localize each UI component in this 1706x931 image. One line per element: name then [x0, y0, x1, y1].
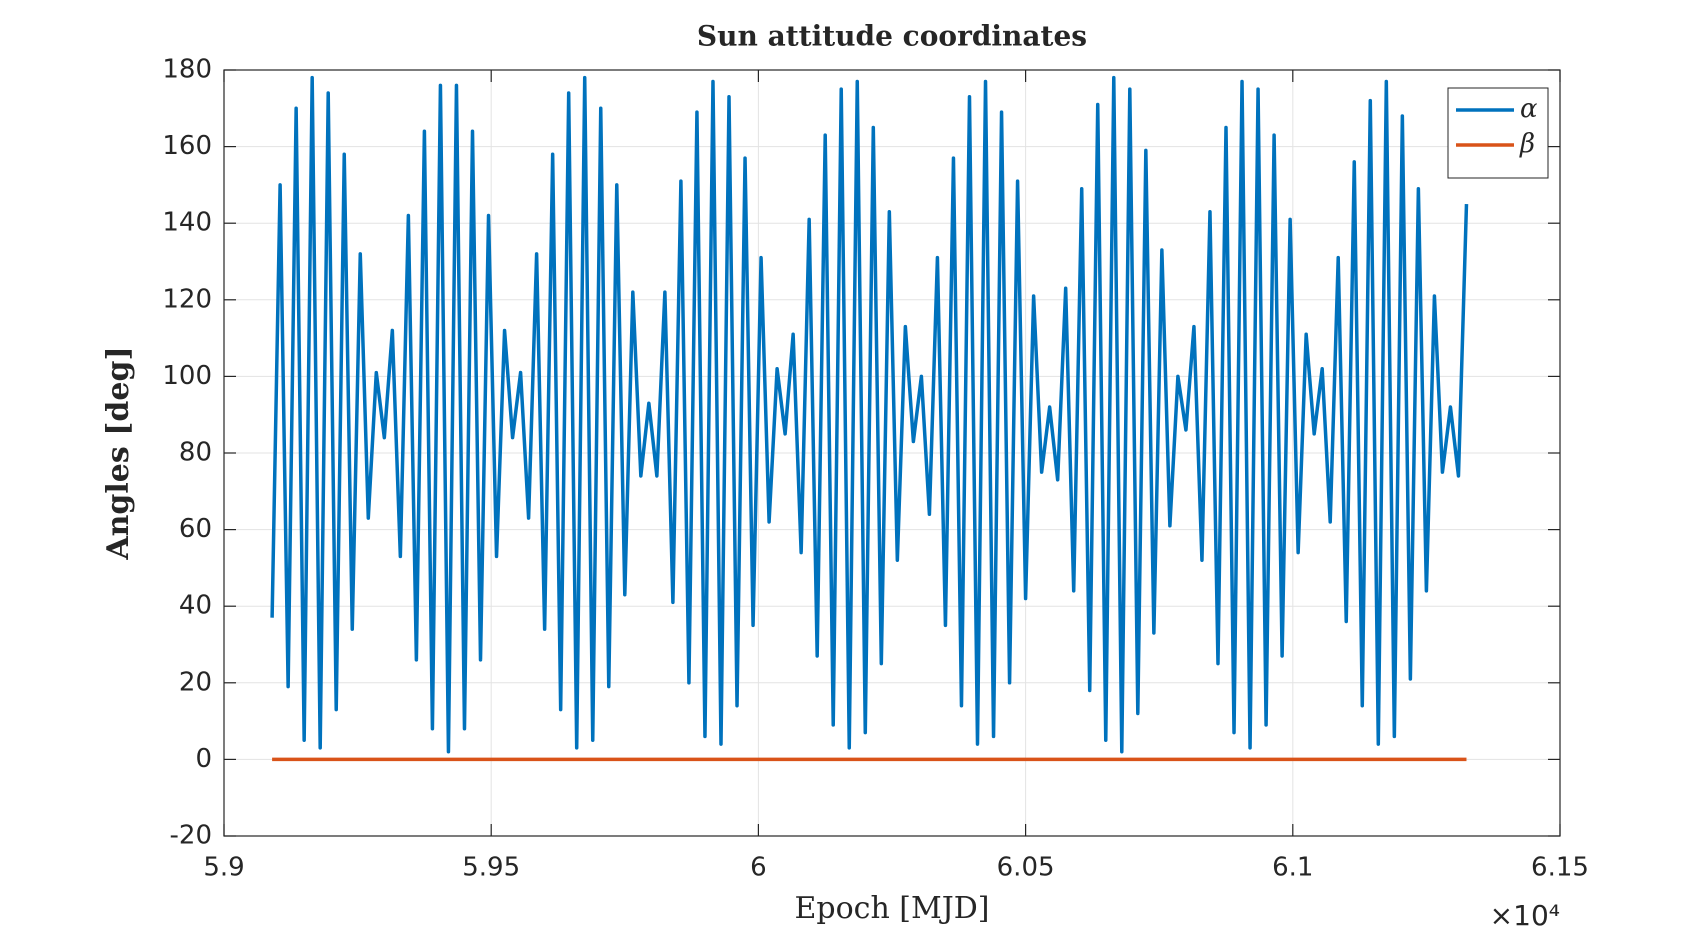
y-tick-label: 0 [195, 744, 212, 774]
legend-label: β [1519, 129, 1535, 159]
x-exponent: ×10⁴ [1490, 899, 1560, 931]
x-tick-label: 5.9 [203, 853, 244, 883]
y-tick-label: 100 [162, 361, 212, 391]
legend-box [1447, 87, 1549, 179]
y-tick-label: 60 [179, 514, 212, 544]
y-tick-label: 160 [162, 131, 212, 161]
x-tick-label: 5.95 [462, 853, 520, 883]
plot-frame [223, 69, 1561, 837]
legend: αβ [1447, 87, 1549, 179]
y-tick-label: 20 [179, 667, 212, 697]
x-tick-label: 6.05 [997, 853, 1055, 883]
x-tick-label: 6.1 [1272, 853, 1313, 883]
chart-title: Sun attitude coordinates [697, 20, 1087, 53]
y-tick-label: -20 [170, 821, 212, 851]
y-tick-label: 120 [162, 284, 212, 314]
legend-label: α [1520, 94, 1538, 124]
y-tick-label: 180 [162, 55, 212, 85]
y-tick-label: 140 [162, 208, 212, 238]
y-tick-label: 40 [179, 591, 212, 621]
x-tick-label: 6.15 [1531, 853, 1589, 883]
series-line [270, 75, 1469, 754]
y-tick-label: 80 [179, 438, 212, 468]
x-tick-label: 6 [750, 853, 767, 883]
x-axis-label: Epoch [MJD] [794, 891, 989, 926]
y-axis-label: Angles [deg] [101, 346, 136, 560]
